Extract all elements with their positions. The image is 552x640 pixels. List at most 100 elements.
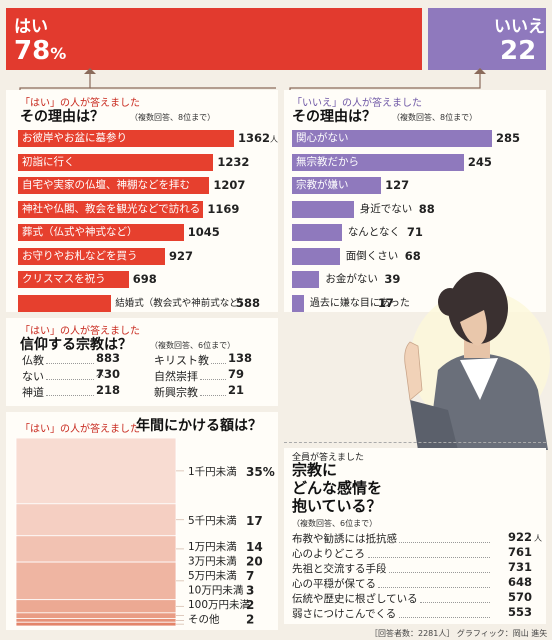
religion-item-label: 新興宗教 — [154, 386, 198, 399]
religion-note: （複数回答、6位まで） — [150, 341, 236, 350]
yes-reason-bar — [18, 294, 112, 312]
no-reasons-sub: 「いいえ」の人が答えました — [292, 98, 422, 109]
no-reason-value: 88 — [418, 201, 435, 216]
spend-segment — [15, 561, 177, 601]
spend-value: 20 — [246, 555, 263, 569]
feeling-unit: 人 — [534, 534, 542, 543]
religion-item-value: 138 — [228, 351, 253, 365]
feelings-title: 宗教に どんな感情を 抱いている？ — [292, 461, 383, 515]
spend-value: 14 — [246, 540, 263, 554]
spend-sub: 「はい」の人が答えました — [20, 424, 140, 435]
yes-label: はい — [14, 17, 48, 37]
religion-item-label: ない — [22, 370, 44, 383]
feeling-item-leader — [399, 542, 490, 543]
religion-item-leader — [46, 363, 94, 364]
religion-sub: 「はい」の人が答えました — [20, 326, 140, 337]
yes-reason-label: 自宅や実家の仏壇、神棚などを拝む — [22, 179, 190, 191]
yes-reason-bar — [18, 177, 210, 194]
yes-reason-value: 698 — [132, 272, 157, 286]
feeling-item-value: 570 — [507, 590, 532, 604]
feeling-item-value: 761 — [507, 545, 532, 559]
feeling-item-value: 731 — [507, 560, 532, 574]
feelings-sub: 全員が答えました — [292, 453, 365, 463]
yes-reason-label: 結婚式（教会式や神前式など） — [115, 297, 249, 309]
no-reason-value: 68 — [404, 248, 421, 263]
religion-item-leader — [200, 395, 226, 396]
feeling-item-leader — [420, 602, 490, 603]
feelings-divider — [284, 442, 546, 443]
no-reason-value: 71 — [406, 225, 423, 239]
no-reason-bar — [292, 177, 382, 194]
religion-item-value: 218 — [96, 383, 121, 397]
no-reason-bar — [292, 153, 464, 171]
yes-reasons-note: （複数回答、8位まで） — [130, 113, 216, 122]
feelings-panel — [284, 448, 546, 624]
yes-reasons-sub: 「はい」の人が答えました — [20, 98, 140, 109]
no-reason-bar — [292, 294, 304, 312]
spend-title: 年間にかける額は？ — [136, 418, 262, 434]
no-reason-value: 245 — [467, 154, 492, 169]
feeling-item-value: 648 — [507, 575, 532, 589]
no-reasons-note: （複数回答、8位まで） — [392, 113, 478, 122]
yes-reason-value: 588 — [236, 295, 261, 310]
no-label: いいえ — [494, 17, 545, 37]
spend-value: 2 — [246, 598, 254, 612]
spend-segment — [15, 438, 177, 505]
yes-reason-value: 1169 — [207, 201, 240, 216]
spend-category-label: その他 — [188, 613, 220, 626]
spend-value: 7 — [246, 569, 254, 583]
no-reason-bar — [292, 200, 354, 218]
religion-item-leader — [211, 363, 226, 364]
yes-reason-label: お彼岸やお盆に墓参り — [22, 132, 127, 144]
yes-reason-label: お守りやお札などを買う — [22, 249, 138, 262]
no-reason-value: 39 — [384, 272, 401, 286]
yes-reason-value: 1207 — [213, 178, 246, 192]
no-reason-label: なんとなく — [347, 226, 400, 238]
no-share-bar — [428, 8, 546, 70]
feelings-note: （複数回答、6位まで） — [292, 519, 378, 528]
religion-item-value: 79 — [228, 367, 245, 381]
religion-title: 信仰する宗教は？ — [20, 337, 132, 353]
religion-panel — [6, 318, 278, 406]
no-reason-label: 無宗教だから — [296, 155, 359, 168]
yes-reason-value: 1045 — [187, 225, 220, 239]
no-reason-label: 関心がない — [296, 132, 349, 144]
religion-item-leader — [46, 395, 94, 396]
feeling-item-label: 布教や勧誘には抵抗感 — [292, 533, 397, 545]
spend-segment — [15, 535, 177, 563]
feeling-item-label: 先祖と交流する手段 — [292, 563, 387, 575]
religion-item-label: キリスト教 — [154, 354, 209, 367]
religion-item-label: 仏教 — [22, 354, 44, 367]
yes-reason-label: 神社や仏閣、教会を観光などで訪れる — [22, 202, 201, 215]
feeling-item-label: 弱さにつけこんでくる — [292, 608, 397, 620]
feeling-item-value: 922 — [507, 530, 532, 544]
no-reason-bar — [292, 271, 320, 288]
spend-value: 35% — [246, 465, 275, 479]
spend-stacked-chart: 1千円未満 35% 5千円未満 17 1万円未満 14 3万円未満 20 5万円未満 710万円未… — [15, 438, 275, 627]
spend-category-label: 5万円未満 — [188, 570, 237, 582]
spend-category-label: 100万円未満 — [188, 599, 251, 611]
no-reason-bar — [292, 224, 342, 241]
no-value: 22 — [500, 36, 537, 66]
yes-reason-bar — [18, 153, 214, 171]
spend-segment — [15, 599, 177, 614]
praying-woman-illustration — [404, 272, 550, 450]
yes-reason-value: 1362人 — [238, 131, 279, 145]
spend-category-label: 5千円未満 — [188, 515, 237, 527]
no-reason-value: 285 — [496, 131, 521, 145]
spend-value: 2 — [246, 613, 254, 627]
footer: ［回答者数：2281人］ グラフィック：岡山 進矢 — [370, 629, 548, 638]
yes-reason-bar — [18, 224, 184, 241]
yes-reason-bar — [18, 247, 165, 265]
feeling-item-label: 心の平穏が保てる — [292, 578, 376, 590]
no-reason-value: 17 — [377, 295, 394, 310]
feeling-item-leader — [388, 572, 490, 573]
religion-item-label: 神道 — [22, 386, 44, 399]
feeling-item-leader — [367, 557, 490, 558]
religion-item-value: 883人 — [96, 351, 121, 378]
yes-reason-bar — [18, 130, 234, 147]
yes-reasons-title: その理由は？ — [20, 109, 104, 125]
feeling-item-value: 553 — [507, 605, 532, 619]
no-reason-label: 宗教が嫌い — [296, 179, 349, 191]
feeling-item-label: 心のよりどころ — [292, 548, 365, 560]
